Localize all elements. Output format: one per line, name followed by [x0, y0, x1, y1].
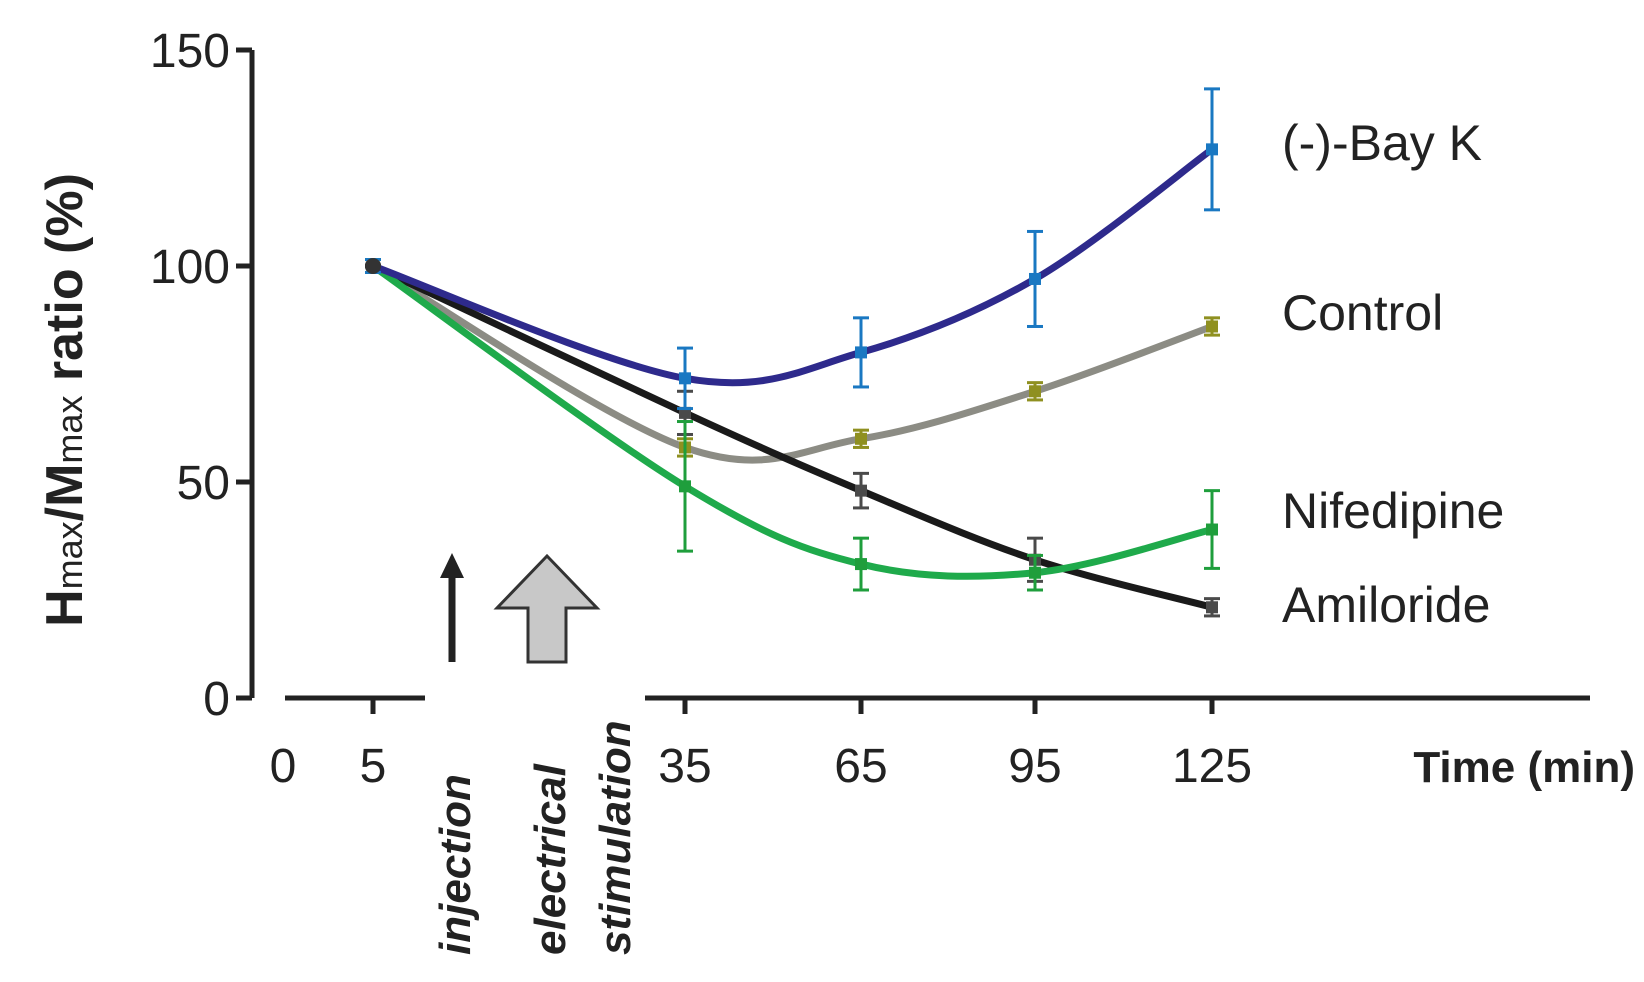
data-point — [1206, 320, 1218, 333]
data-point — [1029, 385, 1041, 398]
data-point — [855, 346, 867, 359]
data-point — [1206, 143, 1218, 156]
data-point — [365, 258, 381, 274]
injection-arrow-icon — [440, 553, 464, 662]
electrical-annotation: electrical — [526, 763, 575, 955]
data-point — [679, 372, 691, 385]
y-axis-label-sub2: max — [49, 396, 90, 464]
data-point — [855, 484, 867, 497]
x-tick-label: 95 — [1008, 740, 1061, 793]
series-line — [369, 145, 1216, 387]
series-2 — [365, 258, 1220, 592]
series-1 — [365, 258, 1220, 464]
series-line — [369, 262, 1216, 464]
data-point — [855, 432, 867, 445]
x-tick-label: 35 — [658, 740, 711, 793]
y-tick-label: 100 — [150, 241, 230, 294]
stimulation-annotation: stimulation — [591, 720, 640, 955]
y-tick-label: 50 — [177, 457, 230, 510]
series-layer: Control Amiloride Nifedipine (-)-Bay K — [365, 87, 1504, 633]
data-point — [679, 480, 691, 493]
y-ticks: 0 50 100 150 — [150, 25, 252, 726]
stimulation-arrow-icon — [493, 553, 601, 664]
x-tick-label: 65 — [834, 740, 887, 793]
x-ticks: 0 5 35 65 95 125 — [270, 698, 1252, 793]
series-line — [369, 262, 1216, 611]
axes — [249, 50, 1590, 701]
y-axis-label-sub1: max — [49, 521, 90, 589]
x-tick-label: 0 — [270, 740, 297, 793]
legend-label: Control — [1282, 285, 1443, 341]
x-axis-label: Time (min) — [1413, 743, 1635, 792]
x-tick-label: 125 — [1172, 740, 1252, 793]
data-point — [1206, 601, 1218, 614]
data-point — [1206, 523, 1218, 536]
series-0 — [365, 87, 1220, 411]
series-3 — [365, 258, 1220, 618]
x-tick-label: 5 — [360, 740, 387, 793]
data-point — [1029, 566, 1041, 579]
y-tick-label: 0 — [203, 673, 230, 726]
series-line — [369, 262, 1216, 580]
legend-label: Nifedipine — [1282, 483, 1504, 539]
legend-label: Amiloride — [1282, 577, 1490, 633]
data-point — [855, 558, 867, 571]
injection-annotation: injection — [431, 774, 480, 955]
legend-label: (-)-Bay K — [1282, 115, 1482, 171]
y-tick-label: 150 — [150, 25, 230, 78]
data-point — [1029, 272, 1041, 285]
y-axis-label: Hmax/Mmax ratio (%) — [36, 173, 94, 627]
